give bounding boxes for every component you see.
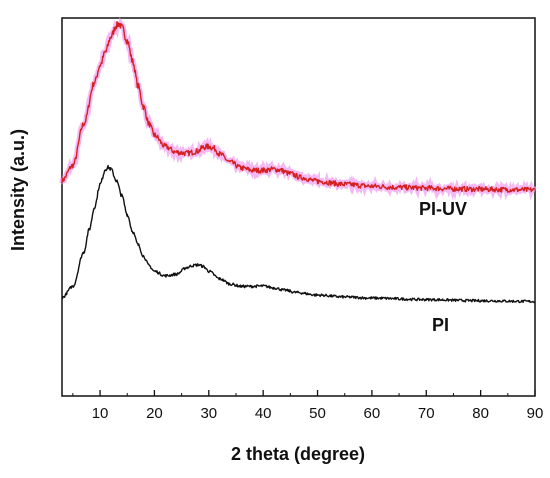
series-layer [59,17,537,304]
x-tick-label: 20 [146,405,163,422]
x-axis-title: 2 theta (degree) [231,444,365,464]
series-line-pi-uv [61,21,536,193]
series-line-pi [61,164,536,304]
x-axis-ticks: 10 20 30 40 50 60 70 80 90 [72,390,544,422]
x-tick-label: 60 [364,405,381,422]
plot-frame [61,17,536,397]
x-tick-label: 90 [527,405,544,422]
series-label-pi: PI [432,315,449,335]
x-tick-label: 10 [92,405,109,422]
series-halo-pi-uv [59,17,537,201]
series-label-pi-uv: PI-UV [419,199,467,219]
y-axis-title: Intensity (a.u.) [8,129,28,251]
x-tick-label: 40 [255,405,272,422]
x-tick-label: 30 [200,405,217,422]
x-tick-label: 50 [309,405,326,422]
x-tick-label: 80 [472,405,489,422]
x-tick-label: 70 [418,405,435,422]
